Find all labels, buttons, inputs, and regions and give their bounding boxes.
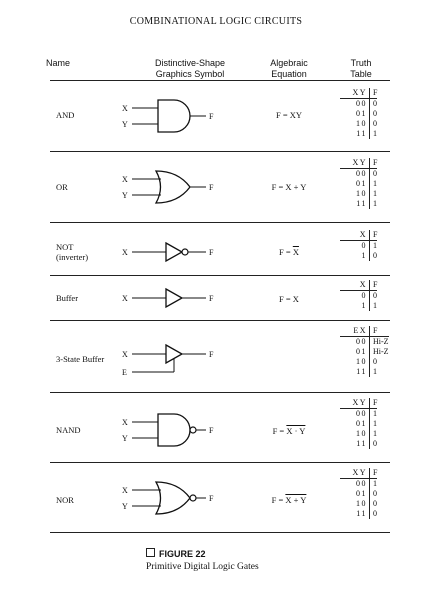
output-f-label: F (209, 112, 214, 121)
page-title: COMBINATIONAL LOGIC CIRCUITS (129, 16, 303, 27)
equation-nor: F = X + Y (271, 495, 307, 505)
or-gate-symbol: X Y F (118, 157, 238, 217)
input-x-label: X (122, 350, 128, 359)
input-x-label: X (122, 175, 128, 184)
divider (50, 151, 390, 152)
input-x-label: X (122, 418, 128, 427)
divider (50, 392, 390, 393)
truth-table-nand: XY F 00 1 01 1 10 1 11 0 (340, 398, 378, 449)
header-name: Name (46, 58, 71, 68)
input-y-label: Y (122, 120, 128, 129)
nor-gate-symbol: X Y F (118, 468, 238, 528)
input-x-label: X (122, 104, 128, 113)
input-x-label: X (122, 486, 128, 495)
gate-name-or: OR (56, 182, 68, 192)
equation-buffer: F = X (279, 294, 299, 304)
equation-or: F = X + Y (271, 182, 307, 192)
input-x-label: X (122, 294, 128, 303)
divider (50, 320, 390, 321)
divider (50, 222, 390, 223)
and-gate-symbol: X Y F (118, 86, 238, 146)
divider (50, 532, 390, 533)
truth-table-and: XY F 00 0 01 0 10 0 11 1 (340, 88, 378, 139)
output-f-label: F (209, 294, 214, 303)
output-f-label: F (209, 494, 214, 503)
header-truth-table: Truth Table (350, 58, 372, 79)
input-x-label: X (122, 248, 128, 257)
gate-name-and: AND (56, 110, 75, 120)
divider (50, 80, 390, 81)
output-f-label: F (209, 426, 214, 435)
figure-title: Primitive Digital Logic Gates (146, 562, 259, 572)
input-y-label: Y (122, 434, 128, 443)
nand-gate-symbol: X Y F (118, 400, 238, 460)
gate-name-not: NOT (inverter) (56, 242, 89, 262)
equation-not: F = X (279, 247, 299, 257)
input-y-label: Y (122, 502, 128, 511)
output-f-label: F (209, 183, 214, 192)
gate-name-buffer: Buffer (56, 293, 79, 303)
buffer-gate-symbol: X F (118, 268, 238, 328)
divider (50, 275, 390, 276)
truth-table-or: XY F 00 0 01 1 10 1 11 1 (340, 158, 378, 209)
gate-name-nand: NAND (56, 425, 81, 435)
header-symbol: Distinctive-Shape Graphics Symbol (154, 58, 226, 79)
divider (50, 462, 390, 463)
output-f-label: F (209, 248, 214, 257)
truth-table-nor: XY F 00 1 01 0 10 0 11 0 (340, 468, 378, 519)
equation-and: F = XY (275, 110, 303, 120)
gate-name-nor: NOR (56, 495, 74, 505)
figure-caption: FIGURE 22 Primitive Digital Logic Gates (146, 548, 259, 573)
header-equation: Algebraic Equation (270, 58, 308, 79)
caption-box-icon (146, 548, 155, 557)
output-f-label: F (209, 350, 214, 359)
equation-nand: F = X · Y (272, 426, 306, 436)
figure-label: FIGURE 22 (159, 549, 206, 559)
gate-name-3-state-buffer: 3-State Buffer (56, 354, 105, 364)
truth-table-3-state-buffer: EX F 00 Hi-Z 01 Hi-Z 10 0 11 1 (340, 326, 389, 377)
not-gate-symbol: X F (118, 222, 238, 282)
input-y-label: Y (122, 191, 128, 200)
tri-state-buffer-symbol: X E F (118, 330, 238, 390)
enable-e-label: E (122, 368, 127, 377)
